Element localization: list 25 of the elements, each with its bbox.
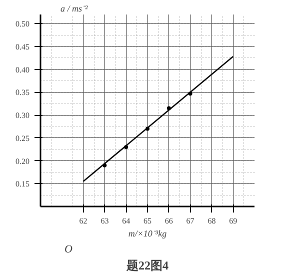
x-tick-label: 66 <box>164 216 173 226</box>
x-axis-title: m/×10⁻³kg <box>128 228 168 238</box>
y-tick-label: 0.45 <box>16 42 30 52</box>
y-axis-title: a / ms⁻² <box>60 4 88 14</box>
x-tick-label: 64 <box>122 216 130 226</box>
x-tick-label: 62 <box>79 216 88 226</box>
point <box>166 106 171 110</box>
point <box>124 145 128 150</box>
point <box>188 92 192 96</box>
y-tick-label: 0.25 <box>16 134 30 143</box>
x-tick-label: 68 <box>208 216 216 226</box>
y-tick-label: 0.20 <box>16 156 30 166</box>
text: 题22图4 <box>126 258 168 272</box>
x-tick-label: 69 <box>229 216 238 226</box>
y-tick-label: 0.35 <box>16 88 30 98</box>
x-tick-label: 67 <box>186 216 194 226</box>
point <box>146 126 150 131</box>
text: O <box>64 244 72 256</box>
y-tick-label: 0.30 <box>16 111 30 120</box>
point <box>102 163 107 168</box>
y-tick-label: 0.15 <box>16 180 30 189</box>
x-tick-label: 65 <box>144 216 152 226</box>
x-tick-label: 63 <box>100 216 109 226</box>
y-tick-label: 0.50 <box>16 20 30 29</box>
y-tick-label: 0.40 <box>16 65 30 74</box>
